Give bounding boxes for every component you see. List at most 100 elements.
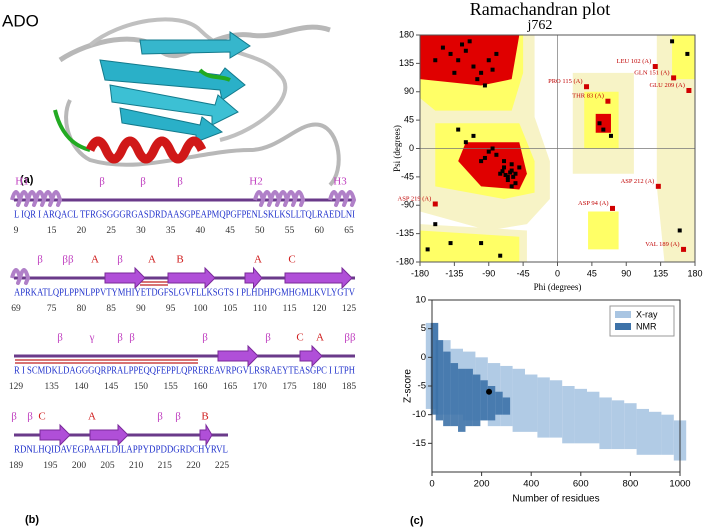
- residue-number: 55: [285, 226, 295, 236]
- residue-point: [475, 77, 480, 82]
- residue-number: 200: [72, 461, 87, 471]
- strand: [167, 266, 216, 290]
- residue-point: [460, 42, 465, 47]
- residue-number: 195: [43, 461, 58, 471]
- residue-number: 225: [215, 461, 230, 471]
- outlier-point: [655, 183, 661, 189]
- residue-point: [511, 174, 516, 179]
- core-region: [595, 113, 611, 133]
- residue-point: [452, 70, 457, 75]
- score-band: [458, 368, 466, 432]
- outlier-label: VAL 189 (A): [645, 241, 679, 248]
- ss-annotation: β: [11, 411, 17, 423]
- ss-annotation: β: [157, 411, 163, 423]
- score-band: [512, 368, 525, 432]
- residue-point: [500, 169, 505, 174]
- legend-swatch: [615, 323, 631, 330]
- residue-number: 160: [193, 382, 208, 392]
- outlier-point: [610, 205, 615, 211]
- chart-subtitle: j762: [527, 18, 553, 33]
- allowed-region: [588, 211, 619, 250]
- residue-number: 65: [344, 226, 354, 236]
- residue-point: [479, 241, 484, 246]
- residue-number: 155: [163, 382, 178, 392]
- residue-point: [685, 51, 690, 56]
- score-band: [450, 363, 459, 427]
- ss-annotation: C: [38, 411, 45, 423]
- residue-point: [490, 67, 495, 72]
- x-axis-label: Phi (degrees): [534, 282, 582, 292]
- outlier-point: [652, 64, 658, 70]
- y-tick-label: 135: [399, 58, 414, 68]
- residue-point: [494, 152, 499, 157]
- x-tick-label: 180: [687, 268, 702, 278]
- score-band: [430, 322, 439, 415]
- score-band: [574, 388, 587, 444]
- residue-point: [597, 121, 602, 126]
- residue-point: [486, 58, 491, 63]
- residue-number: 20: [77, 226, 87, 236]
- outlier-point: [605, 98, 611, 104]
- y-tick-label: 5: [421, 323, 426, 334]
- x-tick-label: 1000: [669, 479, 690, 490]
- outlier-point: [686, 87, 692, 93]
- residue-point: [677, 228, 682, 233]
- highlight-point: [486, 388, 493, 395]
- score-band: [587, 391, 600, 444]
- residue-number: 85: [106, 304, 116, 314]
- x-tick-label: 90: [621, 268, 631, 278]
- residue-point: [482, 155, 487, 160]
- strand: [217, 344, 259, 368]
- residue-number: 25: [106, 226, 116, 236]
- residue-point: [433, 222, 438, 227]
- y-tick-label: 0: [409, 143, 414, 153]
- score-band: [661, 414, 674, 455]
- residue-number: 189: [9, 461, 24, 471]
- score-band: [599, 397, 612, 450]
- residue-number: 135: [45, 382, 60, 392]
- score-band: [495, 391, 503, 415]
- residue-point: [503, 172, 508, 177]
- residue-point: [494, 51, 499, 56]
- y-axis-label: Psi (degrees): [392, 125, 402, 172]
- allowed-region: [420, 230, 520, 262]
- residue-number: 75: [47, 304, 57, 314]
- residue-point: [463, 48, 468, 53]
- strand: [104, 266, 146, 290]
- ss-annotation: C: [288, 254, 295, 266]
- ss-annotation: β: [27, 411, 33, 423]
- ss-annotation: C: [296, 332, 303, 344]
- ss-annotation: β: [202, 332, 208, 344]
- ss-annotation: B: [176, 254, 183, 266]
- strand: [199, 423, 213, 447]
- protein-cartoon: [53, 17, 341, 187]
- sequence: L IQR I ARQACL TFRGSGGGRGASDRDAASGPEAPMQ…: [14, 209, 355, 220]
- x-tick-label: 135: [653, 268, 668, 278]
- residue-number: 145: [104, 382, 119, 392]
- y-axis-label: Z-score: [403, 369, 414, 403]
- residue-point: [601, 127, 606, 132]
- residue-point: [467, 39, 472, 44]
- residue-point: [479, 159, 484, 164]
- residue-number: 9: [14, 226, 19, 236]
- y-tick-label: -45: [401, 171, 414, 181]
- score-band: [549, 380, 563, 438]
- y-tick-label: 90: [404, 86, 414, 96]
- score-band: [624, 403, 637, 450]
- legend-label: X-ray: [636, 309, 658, 319]
- panel-label: (b): [25, 514, 39, 526]
- y-tick-label: -10: [412, 409, 426, 420]
- residue-number: 125: [342, 304, 357, 314]
- ss-annotation: β: [265, 332, 271, 344]
- residue-point: [479, 70, 484, 75]
- residue-point: [471, 133, 476, 138]
- allowed-region: [672, 35, 695, 80]
- outlier-point: [671, 75, 677, 81]
- x-tick-label: 0: [429, 479, 434, 490]
- residue-point: [486, 149, 491, 154]
- ss-annotation: ββ: [62, 254, 74, 266]
- residue-point: [505, 178, 510, 183]
- outlier-label: GLN 151 (A): [634, 69, 669, 76]
